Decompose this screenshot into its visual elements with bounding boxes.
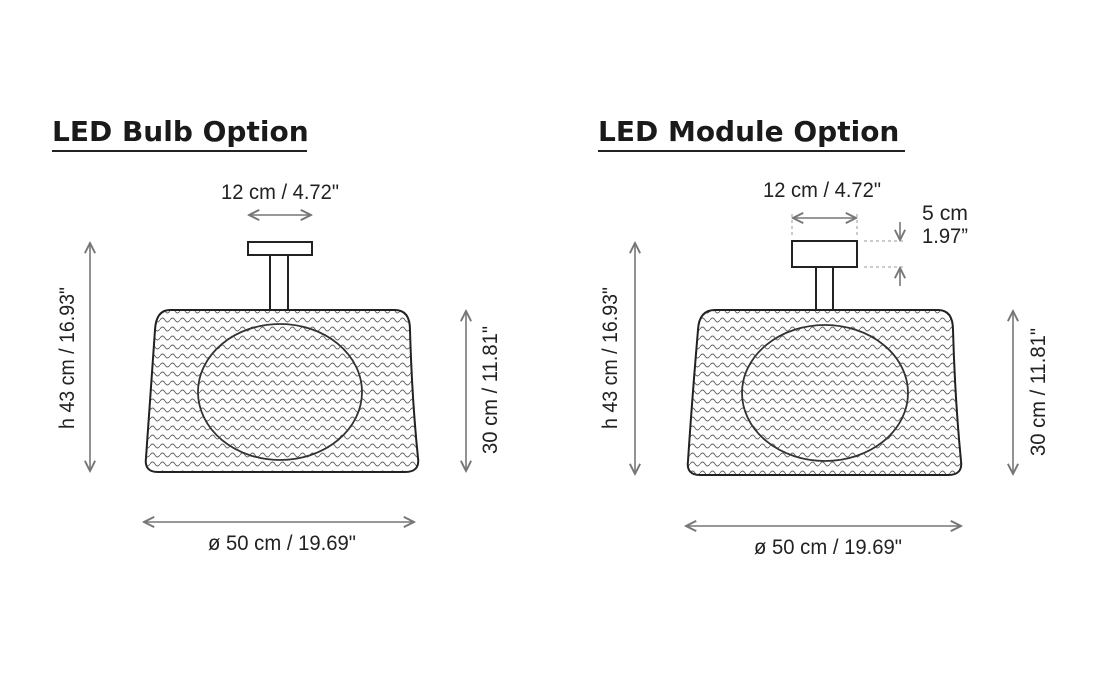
shade: [686, 309, 963, 476]
panel-title: LED Module Option: [598, 115, 899, 148]
shade-opening: [197, 323, 363, 461]
stem: [269, 254, 289, 311]
canopy: [791, 240, 858, 268]
canopy-width-label: 12 cm / 4.72": [763, 179, 881, 202]
panel-module: LED Module Option 12 cm / 4.72" 5 cm 1.9…: [598, 115, 1050, 559]
shade-height-label: 30 cm / 11.81": [479, 326, 502, 454]
canopy-width-label: 12 cm / 4.72": [221, 181, 339, 204]
panel-bulb: LED Bulb Option 12 cm / 4.72" h 43 cm / …: [52, 115, 502, 555]
shade-opening: [741, 324, 909, 462]
shade: [144, 309, 420, 473]
panel-title: LED Bulb Option: [52, 115, 309, 148]
height-label: h 43 cm / 16.93": [599, 287, 622, 429]
diameter-label: ø 50 cm / 19.69": [208, 532, 356, 555]
height-label: h 43 cm / 16.93": [56, 287, 79, 429]
stem: [815, 266, 834, 311]
canopy-height-cm: 5 cm: [922, 202, 968, 225]
canopy-height-in: 1.97”: [922, 225, 968, 248]
canopy: [247, 241, 313, 256]
diameter-label: ø 50 cm / 19.69": [754, 536, 902, 559]
shade-height-label: 30 cm / 11.81": [1027, 328, 1050, 456]
